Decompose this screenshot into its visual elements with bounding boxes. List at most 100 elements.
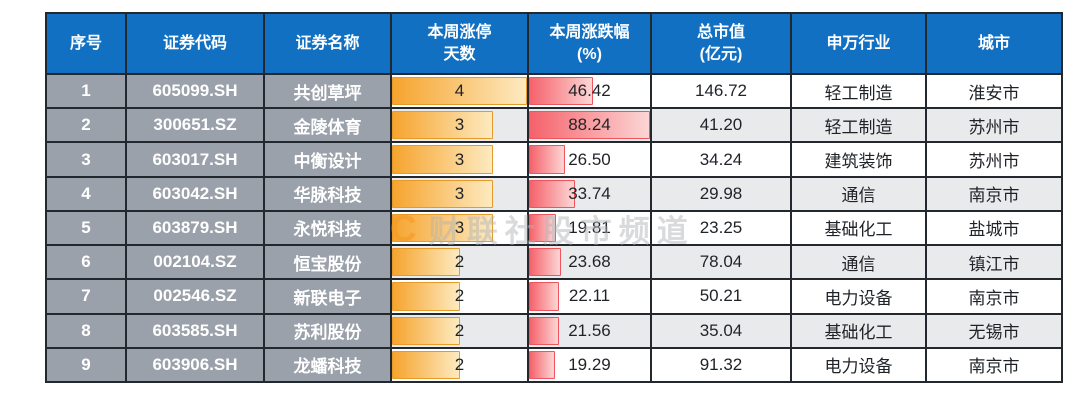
cell-index: 6 [47, 246, 125, 279]
cell-code: 300651.SZ [127, 109, 263, 142]
cell-name: 华脉科技 [265, 177, 390, 210]
header-cell-change-pct: 本周涨跌幅 (%) [529, 14, 650, 73]
cell-name: 共创草坪 [265, 75, 390, 108]
cell-change-pct: 19.29 [529, 348, 650, 381]
cell-city: 南京市 [927, 280, 1061, 313]
cell-city: 无锡市 [927, 314, 1061, 347]
limit-up-days-value: 4 [454, 81, 465, 101]
cell-city: 苏州市 [927, 143, 1061, 176]
cell-code: 002546.SZ [127, 280, 263, 313]
cell-index: 7 [47, 280, 125, 313]
cell-index: 4 [47, 177, 125, 210]
cell-city: 镇江市 [927, 246, 1061, 279]
limit-up-days-data-bar [392, 77, 527, 106]
cell-limit-up-days: 4 [392, 75, 527, 108]
limit-up-days-value: 3 [454, 149, 465, 169]
cell-change-pct: 19.81 [529, 211, 650, 245]
limit-up-days-value: 3 [454, 217, 465, 237]
cell-name: 恒宝股份 [265, 246, 390, 279]
change-pct-value: 22.11 [568, 286, 611, 306]
cell-change-pct: 46.42 [529, 75, 650, 108]
cell-code: 603585.SH [127, 314, 263, 347]
cell-market-cap: 91.32 [652, 348, 790, 381]
cell-code: 603017.SH [127, 143, 263, 176]
cell-code: 002104.SZ [127, 246, 263, 279]
change-pct-data-bar [529, 213, 557, 243]
change-pct-data-bar [529, 77, 593, 106]
cell-industry: 通信 [792, 177, 925, 210]
cell-index: 1 [47, 75, 125, 108]
cell-market-cap: 50.21 [652, 280, 790, 313]
change-pct-data-bar [529, 282, 560, 311]
cell-limit-up-days: 3 [392, 177, 527, 210]
cell-name: 中衡设计 [265, 143, 390, 176]
cell-city: 苏州市 [927, 109, 1061, 142]
cell-limit-up-days: 2 [392, 280, 527, 313]
header-cell-code: 证券代码 [127, 14, 263, 73]
cell-name: 苏利股份 [265, 314, 390, 347]
cell-market-cap: 78.04 [652, 246, 790, 279]
limit-up-days-data-bar [392, 179, 494, 208]
cell-market-cap: 35.04 [652, 314, 790, 347]
cell-industry: 轻工制造 [792, 75, 925, 108]
change-pct-data-bar [529, 350, 556, 379]
cell-name: 金陵体育 [265, 109, 390, 142]
change-pct-value: 26.50 [568, 149, 611, 169]
limit-up-days-value: 2 [454, 286, 465, 306]
limit-up-stocks-table: 序号 证券代码 证券名称 本周涨停 天数 本周涨跌幅 (%) 总市值 (亿元) 申万行业 城市… [45, 12, 1063, 383]
change-pct-value: 19.29 [568, 354, 611, 374]
cell-market-cap: 29.98 [652, 177, 790, 210]
cell-limit-up-days: 3 [392, 211, 527, 245]
cell-limit-up-days: 3 [392, 109, 527, 142]
limit-up-days-value: 2 [454, 320, 465, 340]
cell-code: 603906.SH [127, 348, 263, 381]
cell-industry: 基础化工 [792, 211, 925, 245]
change-pct-data-bar [529, 145, 566, 174]
limit-up-days-value: 2 [454, 354, 465, 374]
cell-index: 2 [47, 109, 125, 142]
limit-up-days-data-bar [392, 213, 494, 243]
cell-industry: 通信 [792, 246, 925, 279]
cell-code: 603042.SH [127, 177, 263, 210]
cell-limit-up-days: 2 [392, 314, 527, 347]
change-pct-value: 21.56 [568, 320, 611, 340]
limit-up-days-data-bar [392, 350, 460, 379]
cell-name: 龙蟠科技 [265, 348, 390, 381]
cell-limit-up-days: 3 [392, 143, 527, 176]
limit-up-days-data-bar [392, 316, 460, 345]
limit-up-days-value: 2 [454, 252, 465, 272]
cell-index: 3 [47, 143, 125, 176]
change-pct-value: 19.81 [568, 217, 611, 237]
cell-city: 南京市 [927, 348, 1061, 381]
header-cell-name: 证券名称 [265, 14, 390, 73]
cell-index: 5 [47, 211, 125, 245]
change-pct-data-bar [529, 179, 576, 208]
cell-industry: 轻工制造 [792, 109, 925, 142]
header-cell-index: 序号 [47, 14, 125, 73]
cell-industry: 电力设备 [792, 348, 925, 381]
header-cell-limit-up-days: 本周涨停 天数 [392, 14, 527, 73]
cell-name: 永悦科技 [265, 211, 390, 245]
cell-city: 南京市 [927, 177, 1061, 210]
header-cell-city: 城市 [927, 14, 1061, 73]
cell-city: 淮安市 [927, 75, 1061, 108]
cell-index: 8 [47, 314, 125, 347]
limit-up-days-data-bar [392, 248, 460, 277]
cell-change-pct: 23.68 [529, 246, 650, 279]
header-cell-industry: 申万行业 [792, 14, 925, 73]
change-pct-data-bar [529, 248, 562, 277]
cell-limit-up-days: 2 [392, 348, 527, 381]
cell-change-pct: 33.74 [529, 177, 650, 210]
change-pct-value: 46.42 [568, 81, 611, 101]
header-cell-market-cap: 总市值 (亿元) [652, 14, 790, 73]
change-pct-value: 23.68 [568, 252, 611, 272]
change-pct-value: 88.24 [568, 115, 611, 135]
change-pct-data-bar [529, 316, 559, 345]
cell-change-pct: 21.56 [529, 314, 650, 347]
cell-city: 盐城市 [927, 211, 1061, 245]
cell-market-cap: 41.20 [652, 109, 790, 142]
cell-industry: 电力设备 [792, 280, 925, 313]
cell-code: 605099.SH [127, 75, 263, 108]
limit-up-days-data-bar [392, 145, 494, 174]
cell-industry: 基础化工 [792, 314, 925, 347]
